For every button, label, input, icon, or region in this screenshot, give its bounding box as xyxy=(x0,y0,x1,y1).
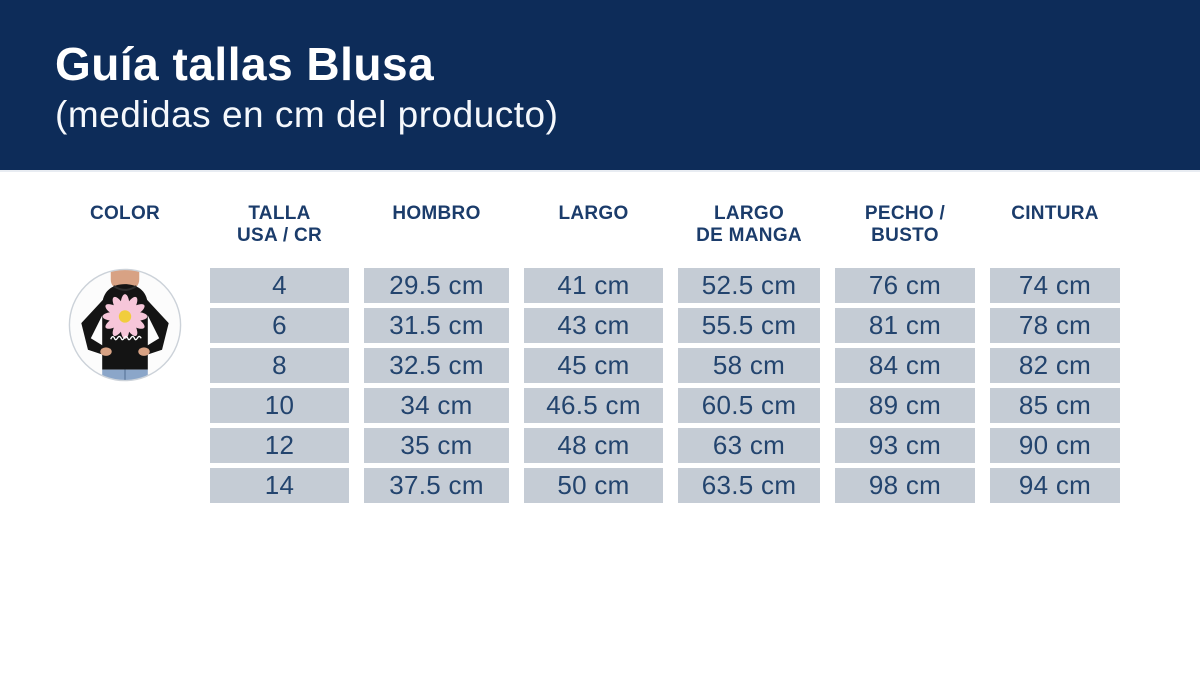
column-header-label: PECHO / xyxy=(864,203,946,224)
cell-row3-talla: 8 xyxy=(210,348,349,383)
cell-row4-largo: 46.5 cm xyxy=(524,388,663,423)
column-header-label: LARGO xyxy=(713,203,785,224)
cell-row1-largo: 41 cm xyxy=(524,268,663,303)
cell-row4-manga: 60.5 cm xyxy=(678,388,820,423)
column-header-label: CINTURA xyxy=(1011,203,1099,224)
column-header-largo: LARGO xyxy=(524,198,663,268)
daisy-flower-icon xyxy=(102,294,148,339)
cell-row4-talla: 10 xyxy=(210,388,349,423)
cell-row2-manga: 55.5 cm xyxy=(678,308,820,343)
cell-row1-cintura: 74 cm xyxy=(990,268,1120,303)
header-band: Guía tallas Blusa (medidas en cm del pro… xyxy=(0,0,1200,172)
page-subtitle: (medidas en cm del producto) xyxy=(55,94,559,136)
size-guide-table: COLOR TALLA USA / CR HOMBRO LARGO LARGO … xyxy=(55,198,1120,508)
cell-row6-largo: 50 cm xyxy=(524,468,663,503)
cell-row5-manga: 63 cm xyxy=(678,428,820,463)
product-photo xyxy=(55,268,195,508)
column-header-label: TALLA xyxy=(248,203,311,224)
cell-row1-hombro: 29.5 cm xyxy=(364,268,509,303)
column-header-cintura: CINTURA xyxy=(990,198,1120,268)
cell-row2-talla: 6 xyxy=(210,308,349,343)
column-header-label-line2: USA / CR xyxy=(236,225,323,246)
cell-row2-largo: 43 cm xyxy=(524,308,663,343)
column-header-largo-de-manga: LARGO DE MANGA xyxy=(678,198,820,268)
cell-row2-hombro: 31.5 cm xyxy=(364,308,509,343)
column-header-talla-usa-cr: TALLA USA / CR xyxy=(210,198,349,268)
cell-row2-cintura: 78 cm xyxy=(990,308,1120,343)
cell-row3-cintura: 82 cm xyxy=(990,348,1120,383)
column-header-pecho-busto: PECHO / BUSTO xyxy=(835,198,975,268)
cell-row6-cintura: 94 cm xyxy=(990,468,1120,503)
shirt-script-text-decoration xyxy=(110,335,142,341)
cell-row5-talla: 12 xyxy=(210,428,349,463)
cell-row5-largo: 48 cm xyxy=(524,428,663,463)
column-header-label-line2: DE MANGA xyxy=(696,225,802,246)
cell-row3-manga: 58 cm xyxy=(678,348,820,383)
cell-row5-cintura: 90 cm xyxy=(990,428,1120,463)
cell-row3-largo: 45 cm xyxy=(524,348,663,383)
cell-row4-pecho: 89 cm xyxy=(835,388,975,423)
column-header-color: COLOR xyxy=(55,198,195,268)
cell-row6-pecho: 98 cm xyxy=(835,468,975,503)
column-header-label-line2: BUSTO xyxy=(871,225,939,246)
cell-row4-hombro: 34 cm xyxy=(364,388,509,423)
column-header-label: HOMBRO xyxy=(392,203,481,224)
cell-row5-hombro: 35 cm xyxy=(364,428,509,463)
cell-row6-hombro: 37.5 cm xyxy=(364,468,509,503)
cell-row1-talla: 4 xyxy=(210,268,349,303)
cell-row4-cintura: 85 cm xyxy=(990,388,1120,423)
cell-row3-pecho: 84 cm xyxy=(835,348,975,383)
black-blouse-pink-daisy-photo-icon xyxy=(68,268,182,382)
cell-row6-talla: 14 xyxy=(210,468,349,503)
column-header-label: COLOR xyxy=(89,203,161,224)
page-title: Guía tallas Blusa xyxy=(55,38,435,90)
cell-row1-manga: 52.5 cm xyxy=(678,268,820,303)
column-header-hombro: HOMBRO xyxy=(364,198,509,268)
cell-row6-manga: 63.5 cm xyxy=(678,468,820,503)
cell-row1-pecho: 76 cm xyxy=(835,268,975,303)
cell-row3-hombro: 32.5 cm xyxy=(364,348,509,383)
cell-row2-pecho: 81 cm xyxy=(835,308,975,343)
column-header-label: LARGO xyxy=(558,203,629,224)
cell-row5-pecho: 93 cm xyxy=(835,428,975,463)
